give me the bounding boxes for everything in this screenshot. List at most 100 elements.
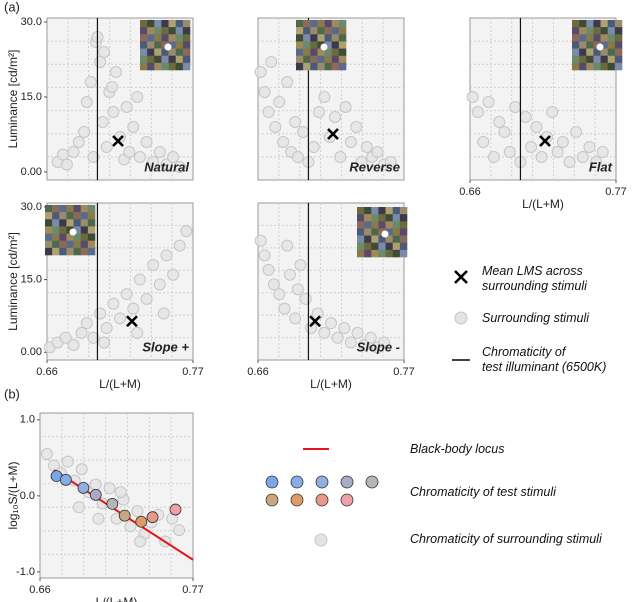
inset-patch	[296, 48, 304, 57]
inset-patch	[161, 55, 169, 64]
inset-patch	[147, 20, 155, 28]
inset-patch	[66, 247, 74, 256]
inset-patch	[593, 48, 601, 57]
inset-patch	[378, 221, 386, 229]
inset-patch	[161, 62, 169, 71]
surround-point	[482, 96, 495, 108]
surround-point	[378, 336, 391, 349]
mean-marker	[126, 315, 138, 328]
inset-patch	[399, 235, 408, 244]
surround-point	[107, 297, 120, 310]
surround-point	[133, 151, 146, 163]
y-tick-label: 0.00	[21, 346, 42, 358]
inset-patch	[331, 55, 340, 64]
surround-point	[254, 234, 267, 247]
inset-patch	[182, 34, 191, 42]
inset-patch	[371, 242, 379, 251]
x-tick-label: 0.77	[182, 366, 203, 378]
inset-patch	[182, 48, 191, 57]
legend-text: Chromaticity of test stimuli	[410, 485, 556, 499]
inset-patch	[182, 55, 191, 64]
mean-marker	[309, 315, 321, 328]
surround-point	[283, 268, 296, 281]
x-axis-label: L/(L+M)	[96, 595, 138, 602]
surround-point	[262, 106, 275, 118]
surround-point	[106, 81, 119, 93]
inset-patch	[586, 55, 594, 64]
surround-point	[546, 106, 559, 118]
inset-patch	[310, 41, 318, 49]
inset-patch	[154, 27, 162, 35]
y-axis-label: Luminance [cd/m²]	[6, 50, 20, 149]
inset-patch	[73, 219, 82, 227]
surround-point	[291, 151, 304, 163]
inset-patch	[593, 55, 601, 64]
surround-point	[78, 126, 91, 138]
test-point	[89, 488, 102, 501]
inset-patch	[59, 240, 67, 249]
inset-patch	[371, 221, 379, 229]
inset-patch	[175, 20, 184, 28]
inset-patch	[331, 41, 340, 49]
inset-patch	[147, 34, 155, 42]
inset-patch	[600, 20, 609, 28]
surround-point	[278, 302, 291, 315]
x-tick-label: 0.66	[29, 584, 50, 596]
inset-patch	[338, 55, 347, 64]
inset-patch	[154, 34, 162, 42]
panel-name: Natural	[144, 159, 189, 174]
surround-point	[80, 96, 93, 108]
inset-patch	[317, 20, 325, 28]
inset-patch	[572, 55, 580, 64]
inset-patch	[357, 207, 365, 215]
inset-patch	[168, 62, 177, 71]
legend-symbol	[365, 475, 379, 489]
inset-patch	[572, 62, 580, 71]
surround-point	[371, 146, 384, 158]
inset-patch	[52, 240, 60, 249]
inset-patch	[296, 20, 304, 28]
y-tick-label: 15.0	[21, 273, 42, 285]
inset-patch	[600, 27, 609, 35]
inset-patch	[140, 27, 148, 35]
x-tick-label: 0.66	[36, 366, 57, 378]
surround-point	[350, 121, 363, 133]
inset-patch	[296, 62, 304, 71]
inset-patch	[614, 48, 623, 57]
inset-patch	[310, 55, 318, 64]
inset-patch	[45, 212, 53, 220]
x-axis-label: L/(L+M)	[522, 197, 564, 211]
inset-patch	[80, 240, 89, 249]
surround-point	[114, 312, 126, 325]
inset-patch	[600, 48, 609, 57]
inset-patch	[572, 41, 580, 49]
test-point	[118, 509, 131, 522]
inset-patch	[378, 249, 386, 258]
inset-patch	[392, 221, 401, 229]
inset-patch	[607, 34, 616, 42]
panel-name: Flat	[589, 159, 613, 174]
surround-point	[59, 331, 72, 344]
inset-patch	[154, 20, 162, 28]
inset-patch	[147, 55, 155, 64]
inset-patch	[364, 214, 372, 222]
inset-patch	[371, 249, 379, 258]
inset-patch	[175, 34, 184, 42]
inset-patch	[579, 20, 587, 28]
surround-point	[328, 111, 341, 123]
inset-patch	[45, 240, 53, 249]
inset-patch	[147, 27, 155, 35]
inset-patch	[324, 48, 333, 57]
surround-point	[80, 317, 93, 330]
test-point	[169, 503, 182, 516]
inset-patch	[59, 247, 67, 256]
surround-point	[131, 91, 144, 103]
surround-point	[556, 136, 569, 148]
surround-point	[127, 302, 140, 315]
inset-patch	[364, 242, 372, 251]
inset-patch	[586, 34, 594, 42]
surround-point	[107, 106, 120, 118]
inset-patch	[600, 41, 609, 49]
inset-patch	[45, 226, 53, 234]
